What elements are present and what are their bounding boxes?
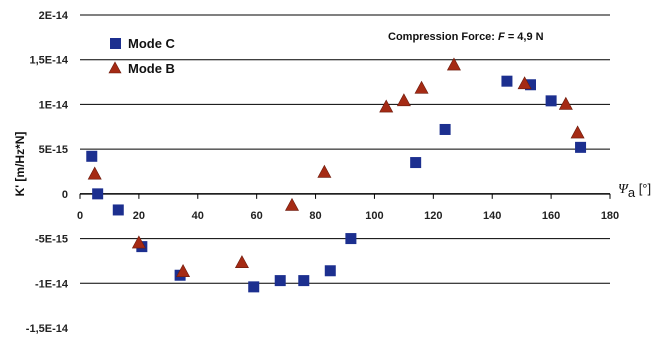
x-tick-label: 120 bbox=[424, 210, 442, 222]
legend-label-mode-b: Mode B bbox=[128, 61, 175, 76]
mode-b-point bbox=[517, 76, 532, 90]
legend-label-mode-c: Mode C bbox=[128, 36, 176, 51]
y-tick-label: 1E-14 bbox=[39, 99, 69, 111]
legend-item-mode-b: Mode B bbox=[108, 61, 175, 76]
grid-layer bbox=[80, 14, 610, 284]
data-markers bbox=[86, 57, 587, 293]
mode-c-point bbox=[298, 275, 310, 287]
y-tick-labels: 2E-14 1,5E-14 1E-14 5E-15 0 -5E-15 -1E-14 -1,5E… bbox=[26, 10, 69, 335]
mode-c-point bbox=[501, 75, 513, 87]
x-tick-label: 100 bbox=[365, 210, 383, 222]
mode-c-point bbox=[324, 265, 336, 277]
compression-force-annotation: Compression Force: F = 4,9 N bbox=[388, 31, 544, 43]
legend: Mode C Mode B bbox=[108, 36, 176, 76]
mode-b-point bbox=[87, 166, 102, 180]
mode-b-point bbox=[396, 93, 411, 107]
y-tick-label: 0 bbox=[62, 189, 68, 201]
mode-c-point bbox=[525, 79, 536, 91]
x-tick-label: 0 bbox=[77, 210, 83, 222]
mode-c-point bbox=[112, 204, 124, 216]
mode-c-point bbox=[545, 95, 557, 107]
y-tick-label: -1,5E-14 bbox=[26, 323, 69, 335]
x-tick-label: 60 bbox=[251, 210, 263, 222]
x-tick-label: 140 bbox=[483, 210, 501, 222]
x-tick-label: 80 bbox=[309, 210, 321, 222]
legend-square-marker bbox=[110, 38, 121, 49]
x-tick-label: 160 bbox=[542, 210, 560, 222]
x-axis-label: Ψa [°] bbox=[618, 181, 651, 200]
y-tick-label: -5E-15 bbox=[35, 234, 68, 246]
mode-b-point bbox=[131, 235, 146, 249]
mode-c-point bbox=[92, 188, 104, 200]
y-tick-label: 5E-15 bbox=[39, 144, 68, 156]
mode-c-point bbox=[575, 141, 587, 153]
y-tick-label: -1E-14 bbox=[35, 278, 69, 290]
mode-b-point bbox=[558, 96, 573, 110]
mode-c-point bbox=[345, 233, 357, 245]
mode-c-point bbox=[86, 150, 98, 162]
mode-b-point bbox=[176, 264, 191, 277]
x-tick-labels: 0 20 40 60 80 100 120 140 160 180 bbox=[77, 193, 619, 222]
mode-c-point bbox=[410, 157, 422, 169]
y-tick-label: 1,5E-14 bbox=[29, 55, 68, 67]
mode-b-point bbox=[284, 197, 300, 211]
mode-b-point bbox=[570, 125, 585, 139]
mode-c-point bbox=[439, 123, 451, 135]
x-tick-label: 20 bbox=[133, 210, 145, 222]
mode-b-point bbox=[379, 99, 394, 113]
mode-b-point bbox=[414, 80, 429, 94]
mode-b-point bbox=[234, 255, 249, 269]
x-tick-label: 180 bbox=[601, 210, 619, 222]
mode-b-point bbox=[446, 57, 461, 71]
y-axis-label: K' [m/Hz*N] bbox=[13, 132, 27, 197]
legend-triangle-marker bbox=[108, 61, 122, 74]
x-tick-label: 40 bbox=[192, 210, 204, 222]
legend-item-mode-c: Mode C bbox=[110, 36, 176, 51]
mode-c-point bbox=[248, 281, 260, 293]
y-tick-label: 2E-14 bbox=[39, 10, 69, 22]
mode-c-point bbox=[274, 275, 286, 287]
mode-b-point bbox=[317, 164, 332, 178]
